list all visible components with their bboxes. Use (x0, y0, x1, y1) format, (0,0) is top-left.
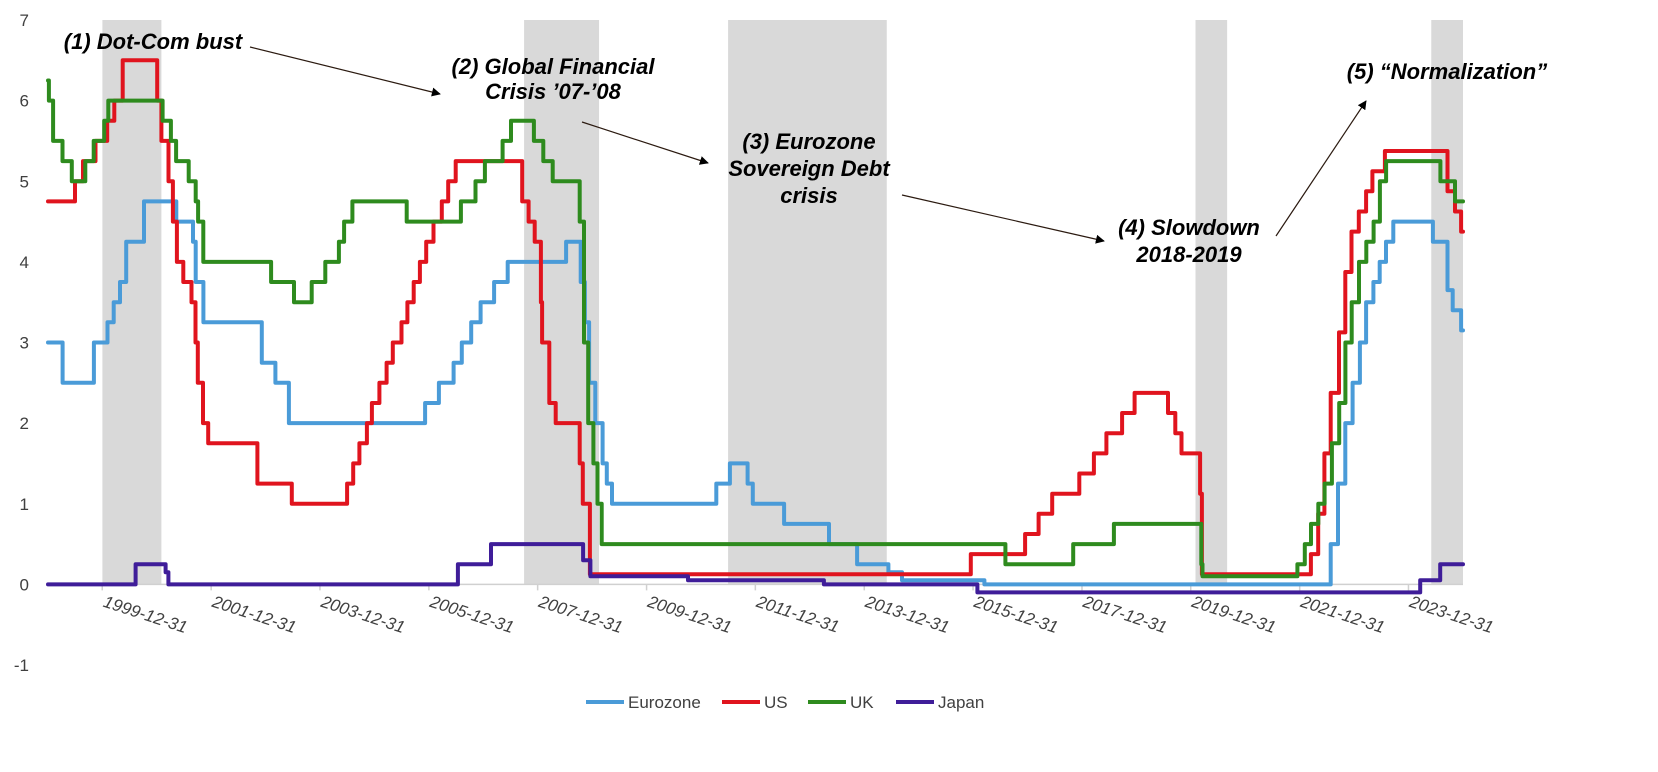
legend: Eurozone US UK Japan (586, 693, 984, 712)
annotation-arrow-2 (581, 121, 709, 165)
annotation-5: (5) “Normalization” (1347, 59, 1547, 84)
shaded-period-2 (524, 20, 600, 585)
series-line-japan (46, 542, 1465, 595)
annotation-line: (1) Dot-Com bust (64, 29, 244, 54)
x-tick-label: 2011-12-31 (753, 592, 841, 637)
series-line-eurozone (46, 199, 1465, 587)
annotation-arrow-1 (249, 46, 441, 97)
series-lines (46, 58, 1465, 595)
annotation-line: 2018-2019 (1135, 242, 1242, 267)
y-tick-label: 3 (20, 334, 29, 353)
annotation-line: (5) “Normalization” (1347, 59, 1547, 84)
annotations: (1) Dot-Com bust (2) Global Financial Cris… (64, 29, 1547, 267)
legend-label-uk: UK (850, 693, 874, 712)
x-tick-label: 2009-12-31 (644, 592, 734, 637)
x-tick-label: 1999-12-31 (101, 592, 190, 637)
y-tick-label: 2 (20, 414, 29, 433)
y-tick-label: 4 (20, 253, 29, 272)
annotation-3: (3) Eurozone Sovereign Debt crisis (728, 129, 891, 208)
annotation-line: (4) Slowdown (1118, 215, 1260, 240)
x-tick-label: 2015-12-31 (971, 592, 1061, 637)
y-tick-label: 0 (20, 575, 29, 594)
y-tick-label: -1 (14, 656, 29, 675)
shaded-period-1 (102, 20, 162, 585)
annotation-line: Crisis ’07-’08 (485, 79, 622, 104)
x-tick-label: 2001-12-31 (209, 592, 299, 637)
annotation-line: (3) Eurozone (742, 129, 875, 154)
x-tick-label: 2023-12-31 (1406, 592, 1496, 637)
x-tick-label: 2003-12-31 (318, 592, 408, 637)
y-tick-label: 5 (20, 172, 29, 191)
legend-label-japan: Japan (938, 693, 984, 712)
y-axis: -1 0 1 2 3 4 5 6 7 (14, 11, 29, 675)
shaded-period-5 (1431, 20, 1463, 585)
y-tick-label: 1 (20, 495, 29, 514)
annotation-line: crisis (780, 183, 838, 208)
annotation-line: Sovereign Debt (728, 156, 891, 181)
x-tick-label: 2021-12-31 (1297, 592, 1387, 637)
series-line-uk (46, 78, 1465, 579)
x-tick-label: 2005-12-31 (427, 592, 517, 637)
legend-label-eurozone: Eurozone (628, 693, 701, 712)
y-tick-label: 7 (20, 11, 29, 30)
annotation-4: (4) Slowdown 2018-2019 (1118, 215, 1260, 267)
annotation-arrow-5 (1275, 100, 1367, 237)
annotation-1: (1) Dot-Com bust (64, 29, 244, 54)
annotation-arrow-3 (901, 194, 1105, 244)
x-tick-label: 2007-12-31 (535, 592, 625, 637)
legend-label-us: US (764, 693, 788, 712)
annotation-line: (2) Global Financial (452, 54, 656, 79)
annotation-2: (2) Global Financial Crisis ’07-’08 (452, 54, 656, 104)
x-tick-label: 2017-12-31 (1080, 592, 1170, 637)
x-tick-label: 2019-12-31 (1189, 592, 1279, 637)
x-tick-label: 2013-12-31 (862, 592, 952, 637)
y-tick-label: 6 (20, 92, 29, 111)
